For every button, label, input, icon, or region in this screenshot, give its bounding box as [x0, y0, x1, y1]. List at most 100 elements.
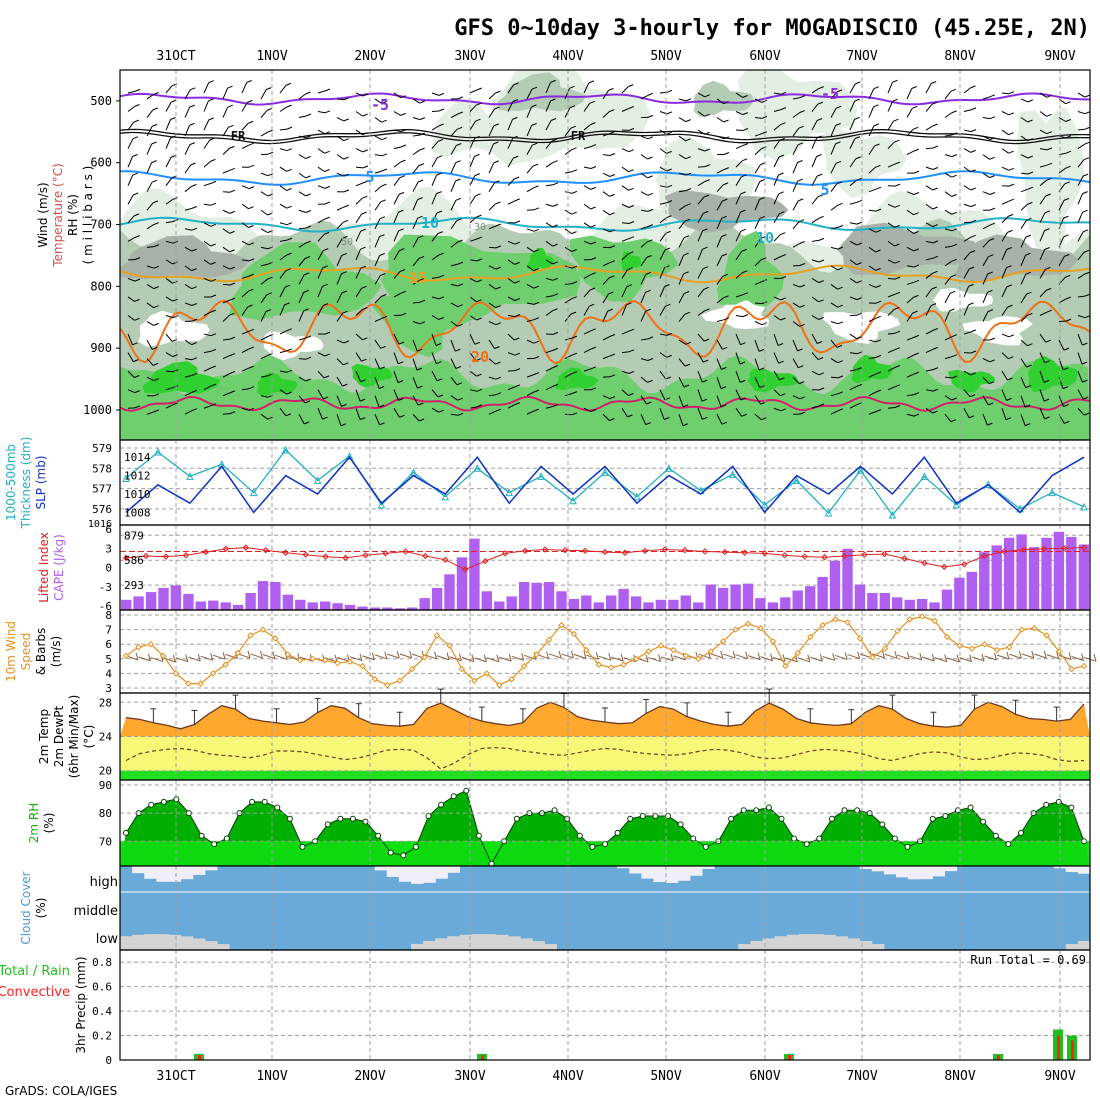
rh-point: [299, 843, 306, 850]
wind-barb: [963, 331, 972, 335]
wind-barb: [165, 315, 174, 319]
wind-barb: [165, 370, 174, 373]
wind-barb: [932, 346, 938, 350]
wind-barb: [241, 144, 250, 150]
cloud-high: [180, 866, 194, 880]
wind-speed-point: [234, 649, 242, 657]
wind-barb: [212, 654, 226, 660]
wind-barb: [317, 166, 325, 172]
wind-barb: [456, 143, 462, 146]
wind-barb: [1058, 256, 1065, 267]
rh-point: [400, 852, 407, 859]
wind-barb: [317, 250, 324, 261]
wind-barb: [932, 167, 939, 170]
wind-barb: [355, 213, 362, 224]
wind-barb: [488, 265, 497, 270]
wind-barb: [533, 228, 540, 232]
cape-bar: [1041, 537, 1052, 611]
wind-barb: [285, 268, 291, 272]
wind-barb: [704, 131, 710, 135]
wind-barb: [640, 274, 647, 285]
wind-barb: [773, 156, 780, 168]
wind-barb: [434, 651, 438, 659]
wind-barb: [912, 126, 919, 130]
rh-area: [837, 222, 978, 275]
wind-barb: [396, 650, 400, 659]
wind-barb: [412, 237, 419, 248]
wind-barb: [1058, 167, 1066, 174]
wind-speed-point: [931, 617, 938, 625]
wind-barb: [1064, 274, 1071, 278]
wind-barb: [469, 175, 476, 186]
wind-barb: [912, 105, 918, 109]
wind-barb: [792, 283, 801, 288]
wind-barb: [1044, 228, 1050, 232]
wind-barb: [526, 144, 533, 155]
wind-barb: [450, 200, 457, 211]
wind-barb: [666, 131, 672, 135]
wind-barb: [621, 148, 630, 153]
contour-label: 15: [409, 269, 427, 287]
wind-barb: [1007, 377, 1013, 381]
wind-barb: [723, 136, 730, 140]
wind-barb: [1008, 132, 1014, 136]
wind-barb: [362, 180, 369, 184]
wind-barb: [127, 121, 135, 131]
precip-convective-bar: [997, 1055, 1000, 1060]
wind-barb: [374, 236, 380, 248]
axis-title: 3hr Precip (mm): [74, 956, 88, 1053]
wind-barb: [208, 117, 214, 121]
wind-barb: [417, 179, 424, 183]
wind-barb: [759, 197, 765, 200]
rh-point: [639, 813, 646, 819]
wind-barb: [343, 189, 350, 193]
wind-barb: [683, 384, 690, 388]
wind-barb: [545, 240, 553, 247]
wind-barb: [611, 656, 624, 662]
wind-barb: [532, 142, 538, 146]
wind-barb: [438, 123, 444, 127]
wind-barb: [931, 286, 937, 290]
wind-barb: [1025, 252, 1031, 256]
wind-barb: [982, 273, 989, 285]
wind-barb: [210, 223, 216, 227]
wind-barb: [362, 132, 368, 136]
wind-barb: [191, 227, 198, 231]
wind-barb: [322, 265, 328, 269]
wind-barb: [855, 156, 861, 160]
wind-barb: [702, 359, 709, 363]
wind-barb: [849, 333, 857, 340]
thickness-point: [633, 492, 641, 501]
cloud-high: [629, 866, 642, 874]
tick-label: 0.8: [92, 956, 112, 969]
wind-barb: [951, 132, 958, 136]
wind-barb: [1039, 269, 1046, 279]
tick-label: 1016: [88, 519, 112, 530]
wind-barb: [685, 156, 691, 160]
wind-barb: [716, 117, 724, 123]
wind-barb: [341, 271, 347, 275]
wind-barb: [645, 422, 651, 426]
wind-barb: [248, 120, 254, 124]
cloud-high: [398, 866, 412, 882]
wind-barb: [172, 197, 178, 200]
date-label-bottom: 4NOV: [552, 1069, 583, 1084]
cape-bar: [1066, 536, 1077, 610]
wind-barb: [982, 191, 991, 195]
wind-barb: [773, 193, 780, 205]
wind-barb: [1020, 172, 1029, 175]
wind-barb: [229, 249, 235, 253]
axis-title: RH (%): [66, 194, 80, 236]
thickness-point: [952, 500, 961, 509]
rh-point: [828, 815, 835, 822]
wind-barb: [260, 278, 268, 285]
wind-barb: [621, 351, 630, 354]
wind-barb: [381, 183, 387, 187]
wind-barb: [533, 185, 539, 189]
wind-barb: [684, 218, 691, 222]
wind-barb: [873, 86, 879, 90]
wind-barb: [835, 160, 842, 164]
wind-barb: [514, 402, 520, 406]
wind-barb: [208, 80, 214, 84]
wind-barb: [241, 240, 250, 246]
